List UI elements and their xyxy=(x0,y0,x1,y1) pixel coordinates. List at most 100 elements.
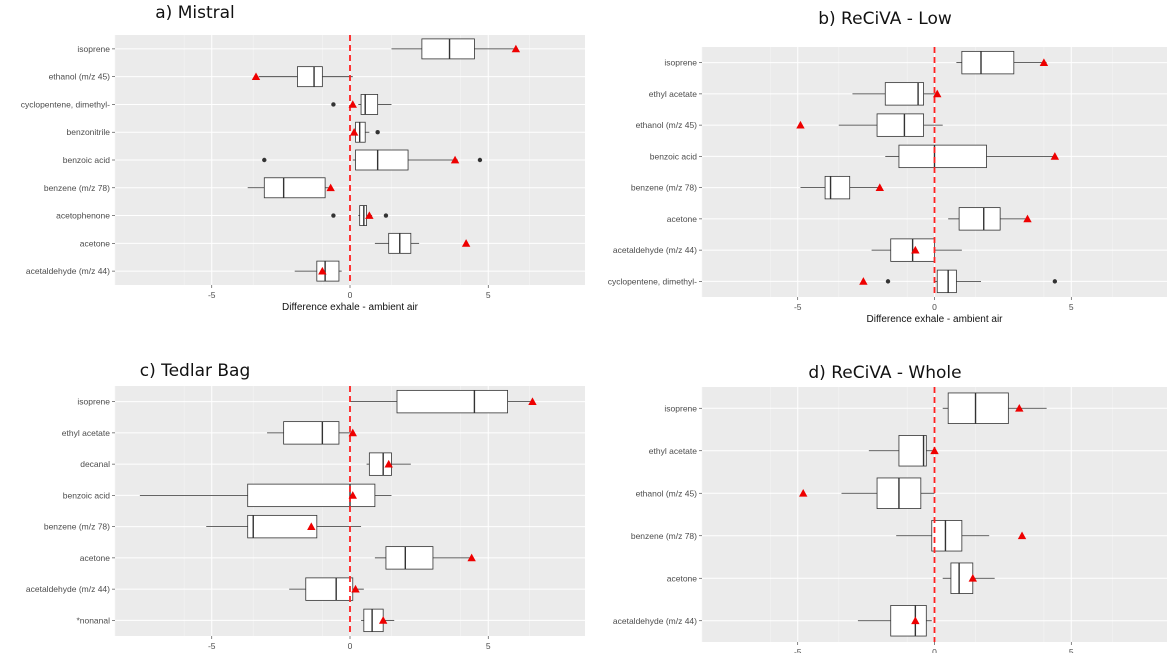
chart-title: d) ReCiVA - Whole xyxy=(808,363,962,383)
mean-marker xyxy=(511,44,521,53)
iqr-box xyxy=(824,175,851,200)
outlier-point xyxy=(375,130,380,135)
category-label: ethyl acetate xyxy=(649,89,697,99)
outlier-point xyxy=(885,279,891,284)
iqr-box xyxy=(898,435,927,467)
category-label: benzonitrile xyxy=(67,127,111,137)
mean-marker xyxy=(349,128,359,136)
iqr-box xyxy=(385,546,434,570)
x-tick-label: -5 xyxy=(794,302,802,312)
mean-marker xyxy=(307,522,316,530)
category-label: isoprene xyxy=(664,403,697,413)
mean-marker xyxy=(384,459,393,468)
category-label: acetone xyxy=(667,573,698,583)
iqr-box xyxy=(396,389,508,414)
iqr-box xyxy=(297,66,323,88)
outlier-point xyxy=(477,157,483,163)
x-tick-label: 0 xyxy=(348,641,353,651)
outlier-point xyxy=(331,102,336,107)
chart-title: b) ReCiVA - Low xyxy=(818,9,952,29)
mean-marker xyxy=(933,89,942,98)
category-label: acetaldehyde (m/z 44) xyxy=(613,616,697,626)
iqr-box xyxy=(363,608,384,633)
category-label: acetone xyxy=(80,553,111,563)
iqr-box xyxy=(305,577,354,601)
category-label: acetaldehyde (m/z 44) xyxy=(26,266,110,276)
category-label: benzene (m/z 78) xyxy=(44,183,110,193)
iqr-box xyxy=(368,452,392,476)
category-label: acetone xyxy=(80,238,111,248)
category-label: benzene (m/z 78) xyxy=(631,531,697,541)
mean-marker xyxy=(461,239,471,247)
category-label: decanal xyxy=(80,459,110,469)
iqr-box xyxy=(876,113,924,137)
mean-marker xyxy=(365,211,374,219)
category-label: cyclopentene, dimethyl- xyxy=(608,276,697,286)
iqr-box xyxy=(961,50,1015,75)
iqr-box xyxy=(316,260,340,282)
outlier-point xyxy=(262,157,267,163)
category-label: isoprene xyxy=(77,397,110,407)
x-tick-label: 5 xyxy=(486,641,491,651)
category-label: ethanol (m/z 45) xyxy=(636,488,698,498)
mean-marker xyxy=(859,277,868,285)
mean-marker xyxy=(351,584,360,593)
iqr-box xyxy=(950,562,974,594)
mean-marker xyxy=(318,266,327,275)
category-label: acetone xyxy=(667,214,698,224)
boxplot-mistral: -5 0 5 isoprene ethanol (m/z 45) cyclopentene… xyxy=(21,35,585,313)
mean-marker xyxy=(467,553,476,562)
iqr-box xyxy=(355,149,409,171)
iqr-box xyxy=(884,82,924,106)
mean-marker xyxy=(326,183,335,192)
x-tick-label: 5 xyxy=(1069,647,1074,653)
x-tick-label: 0 xyxy=(932,647,937,653)
category-label: ethyl acetate xyxy=(649,446,697,456)
iqr-box xyxy=(360,94,379,115)
mean-marker xyxy=(930,446,939,455)
category-label: acetaldehyde (m/z 44) xyxy=(613,245,697,255)
x-tick-label: 0 xyxy=(932,302,937,312)
iqr-box xyxy=(421,38,475,60)
category-label: ethanol (m/z 45) xyxy=(49,72,111,82)
mean-marker xyxy=(1023,214,1032,223)
chart-panel-mistral: a) Mistral -5 0 5 isoprene ethanol (m/z 45) c… xyxy=(0,0,585,330)
x-tick-label: 0 xyxy=(348,290,353,300)
outlier-point xyxy=(331,213,336,218)
chart-title: a) Mistral xyxy=(155,3,235,23)
mean-marker xyxy=(911,245,920,254)
boxplot-reciva-whole: -5 0 5 isoprene ethyl acetate ethanol (m/z 45… xyxy=(613,387,1167,653)
mean-marker xyxy=(1039,58,1049,66)
category-label: ethyl acetate xyxy=(62,428,110,438)
category-label: cyclopentene, dimethyl- xyxy=(21,99,110,109)
chart-panel-tedlar-bag: c) Tedlar Bag -5 0 5 isoprene ethyl acetate d… xyxy=(0,360,585,653)
iqr-box xyxy=(898,144,987,169)
mean-marker xyxy=(875,183,884,191)
iqr-box xyxy=(947,392,1009,424)
mean-marker xyxy=(378,616,388,624)
outlier-point xyxy=(1052,279,1058,284)
mean-marker xyxy=(251,72,261,81)
category-label: benzoic acid xyxy=(63,155,111,165)
boxplot-tedlar-bag: -5 0 5 isoprene ethyl acetate decanal benzoic … xyxy=(26,386,585,651)
iqr-box xyxy=(283,421,340,445)
mean-marker xyxy=(1015,404,1024,412)
iqr-box xyxy=(263,177,326,199)
mean-marker xyxy=(450,155,460,164)
mean-marker xyxy=(796,120,805,129)
category-label: isoprene xyxy=(664,58,697,68)
category-label: ethanol (m/z 45) xyxy=(636,120,698,130)
iqr-box xyxy=(931,520,963,552)
x-axis-label: Difference exhale - ambient air xyxy=(867,314,1004,325)
iqr-box xyxy=(247,483,376,508)
mean-marker xyxy=(911,616,920,625)
x-tick-label: -5 xyxy=(208,641,216,651)
iqr-box xyxy=(890,605,927,637)
iqr-box xyxy=(958,207,1001,231)
x-tick-label: 5 xyxy=(1069,302,1074,312)
mean-marker xyxy=(968,574,977,582)
mean-marker xyxy=(348,100,357,108)
mean-marker xyxy=(799,489,808,497)
category-label: acetophenone xyxy=(56,211,110,221)
boxplot-reciva-low: -5 0 5 isoprene ethyl acetate ethanol (m/z 45… xyxy=(608,47,1167,325)
